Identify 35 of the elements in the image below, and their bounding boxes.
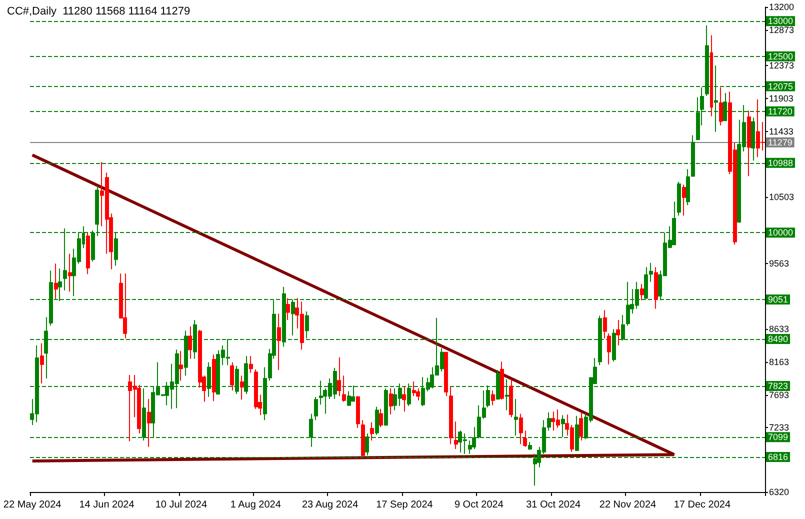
y-tick-label: 11433 xyxy=(769,126,794,137)
x-tick-label: 10 Jul 2024 xyxy=(155,500,208,510)
y-tick-label: 7693 xyxy=(769,390,790,400)
ref-line-label: 11720 xyxy=(768,106,792,116)
ref-line-label: 10988 xyxy=(768,158,794,168)
ref-line-label: 6816 xyxy=(768,452,788,462)
ref-line-label: 10000 xyxy=(768,228,794,238)
x-tick-label: 31 Oct 2024 xyxy=(526,500,582,510)
y-tick-label: 9563 xyxy=(769,258,790,268)
ref-line-label: 13000 xyxy=(768,16,794,26)
ref-line-label: 7099 xyxy=(768,432,788,442)
x-tick-label: 22 Nov 2024 xyxy=(599,500,657,510)
y-tick-label: 10503 xyxy=(769,192,794,202)
x-tick-label: 17 Dec 2024 xyxy=(674,500,731,510)
y-tick-label: 6320 xyxy=(769,487,790,497)
x-tick-label: 14 Jun 2024 xyxy=(79,500,135,510)
ref-line-label: 11279 xyxy=(768,137,792,148)
y-tick-label: 12873 xyxy=(769,25,794,36)
y-tick-label: 13200 xyxy=(769,2,794,12)
y-tick-label: 11903 xyxy=(769,93,794,104)
x-tick-label: 22 May 2024 xyxy=(3,500,62,510)
ref-line-label: 8490 xyxy=(768,334,788,344)
y-tick-label: 12373 xyxy=(769,60,794,70)
y-tick-label: 8633 xyxy=(769,324,790,334)
ref-line-label: 12500 xyxy=(768,51,794,62)
y-tick-label: 7233 xyxy=(769,422,790,433)
x-tick-label: 17 Sep 2024 xyxy=(376,500,434,510)
y-tick-label: 8163 xyxy=(769,357,790,368)
x-tick-label: 23 Aug 2024 xyxy=(302,500,359,510)
ref-line-label: 7823 xyxy=(768,381,788,392)
ref-line-label: 12075 xyxy=(768,81,794,92)
x-tick-label: 1 Aug 2024 xyxy=(230,500,282,510)
chart-title: CC#,Daily 11280 11568 11164 11279 xyxy=(7,6,190,18)
ref-line-label: 9051 xyxy=(768,294,788,304)
x-tick-label: 9 Oct 2024 xyxy=(454,500,504,510)
